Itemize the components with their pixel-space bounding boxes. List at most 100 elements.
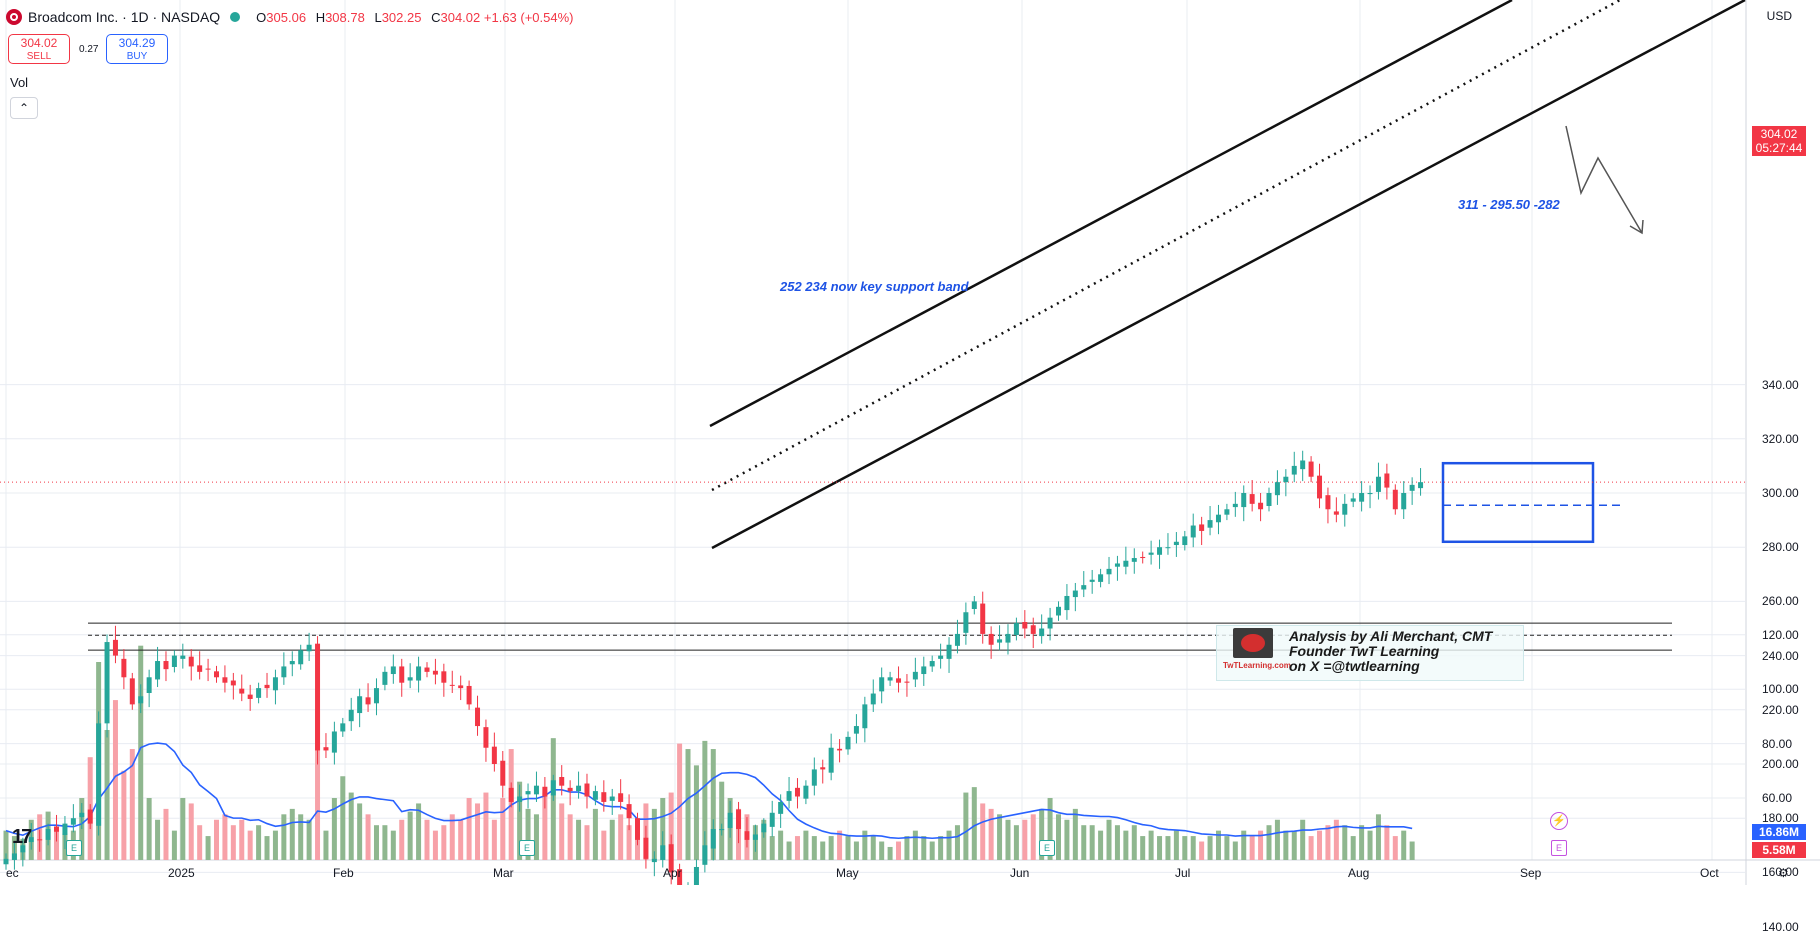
- close-value: 304.02: [440, 9, 481, 25]
- candle: [1207, 506, 1213, 536]
- volume-bar: [205, 836, 211, 860]
- volume-bar: [1064, 819, 1070, 860]
- consolidation-box-label: 311 - 295.50 -282: [1458, 197, 1560, 212]
- projection-arrowhead: [1629, 219, 1644, 235]
- volume-bar: [794, 836, 800, 860]
- time-tick-label: Sep: [1520, 866, 1542, 880]
- candle-body: [416, 666, 422, 681]
- volume-bar: [1199, 841, 1205, 860]
- volume-bar: [281, 814, 287, 860]
- settings-gear-icon[interactable]: ⚙: [1778, 866, 1789, 880]
- candle-body: [517, 796, 523, 802]
- volume-bar: [449, 814, 455, 860]
- candle-body: [373, 688, 379, 704]
- volume-bar: [1283, 830, 1289, 860]
- candle-body: [1165, 547, 1171, 549]
- lightning-event-icon[interactable]: ⚡: [1550, 812, 1568, 830]
- upcoming-earnings-flag-icon[interactable]: E: [1551, 840, 1567, 856]
- volume-bar: [651, 808, 657, 860]
- candle: [870, 679, 876, 712]
- candle-body: [1215, 514, 1221, 523]
- candle-body: [1182, 536, 1188, 546]
- earnings-flag-icon[interactable]: E: [1039, 840, 1055, 856]
- candle: [904, 674, 910, 697]
- candle-body: [1047, 617, 1053, 629]
- last-price-value: 304.02: [1760, 127, 1798, 141]
- candle-body: [441, 671, 447, 683]
- candle-body: [702, 845, 708, 865]
- candle-body: [37, 839, 43, 841]
- candle: [1123, 546, 1129, 575]
- author-annotation: TwTLearning.com Analysis by Ali Merchant…: [1216, 625, 1524, 681]
- close-label: C: [431, 9, 441, 25]
- candle-body: [1258, 502, 1264, 510]
- low-label: L: [374, 9, 382, 25]
- candle-body: [1114, 563, 1120, 567]
- buy-button[interactable]: 304.29 BUY: [106, 34, 168, 64]
- volume-bar: [188, 803, 194, 860]
- volume-bar: [1232, 841, 1238, 860]
- candle-body: [592, 791, 598, 800]
- candle-body: [1266, 493, 1272, 507]
- volume-bar: [921, 836, 927, 860]
- candle: [1342, 494, 1348, 527]
- volume-bar: [769, 836, 775, 860]
- sell-button[interactable]: 304.02 SELL: [8, 34, 70, 64]
- candle-body: [214, 671, 219, 678]
- candle: [643, 825, 649, 869]
- candle: [180, 643, 186, 669]
- volume-bar: [1022, 819, 1028, 860]
- candle: [1173, 532, 1179, 557]
- volume-bar: [365, 814, 371, 860]
- candle-body: [618, 793, 624, 802]
- candle-body: [315, 643, 321, 751]
- candle: [811, 757, 817, 796]
- candle-body: [1401, 493, 1407, 510]
- candle: [331, 721, 337, 765]
- candle-body: [1317, 475, 1323, 499]
- candle: [710, 819, 716, 861]
- symbol-title[interactable]: Broadcom Inc. · 1D · NASDAQ: [28, 9, 221, 25]
- volume-bar: [997, 814, 1003, 860]
- candle-body: [870, 693, 876, 705]
- logo-text: TwTLearning.com: [1223, 661, 1291, 670]
- candle-body: [677, 869, 683, 885]
- tradingview-logo-icon[interactable]: 17: [12, 826, 32, 848]
- candle-body: [1384, 473, 1390, 488]
- candle: [1350, 493, 1356, 508]
- currency-label[interactable]: USD: [1766, 9, 1792, 23]
- candle: [1418, 468, 1424, 496]
- volume-bar: [138, 645, 144, 860]
- candle: [879, 667, 885, 704]
- earnings-flag-icon[interactable]: E: [66, 840, 82, 856]
- candle-body: [1207, 520, 1213, 528]
- candle-body: [222, 677, 228, 683]
- candle-body: [853, 726, 859, 734]
- annotation-line-2: Founder TwT Learning: [1289, 643, 1440, 659]
- earnings-flag-icon[interactable]: E: [519, 840, 535, 856]
- time-tick-label: Jun: [1010, 866, 1030, 880]
- candle: [373, 678, 379, 716]
- candle-body: [1418, 482, 1424, 489]
- candle: [239, 674, 245, 702]
- candle: [1047, 607, 1053, 641]
- volume-badge: 5.58M: [1752, 842, 1806, 858]
- candle: [668, 834, 674, 885]
- time-tick-label: Aug: [1348, 866, 1370, 880]
- candle-body: [298, 650, 304, 665]
- candle-body: [11, 853, 17, 860]
- candle: [550, 774, 556, 801]
- collapse-legend-button[interactable]: ⌃: [10, 97, 38, 119]
- candle: [222, 665, 228, 693]
- candle-body: [171, 655, 177, 667]
- volume-bar: [870, 836, 876, 860]
- candle-body: [188, 656, 194, 667]
- volume-bar: [331, 798, 337, 860]
- candle-body: [348, 709, 354, 722]
- candle-body: [407, 677, 413, 681]
- volume-bar: [1114, 825, 1120, 860]
- candle: [533, 771, 539, 802]
- time-tick-label: 2025: [168, 866, 195, 880]
- price-chart[interactable]: [0, 0, 1820, 885]
- volume-bar: [1308, 836, 1314, 860]
